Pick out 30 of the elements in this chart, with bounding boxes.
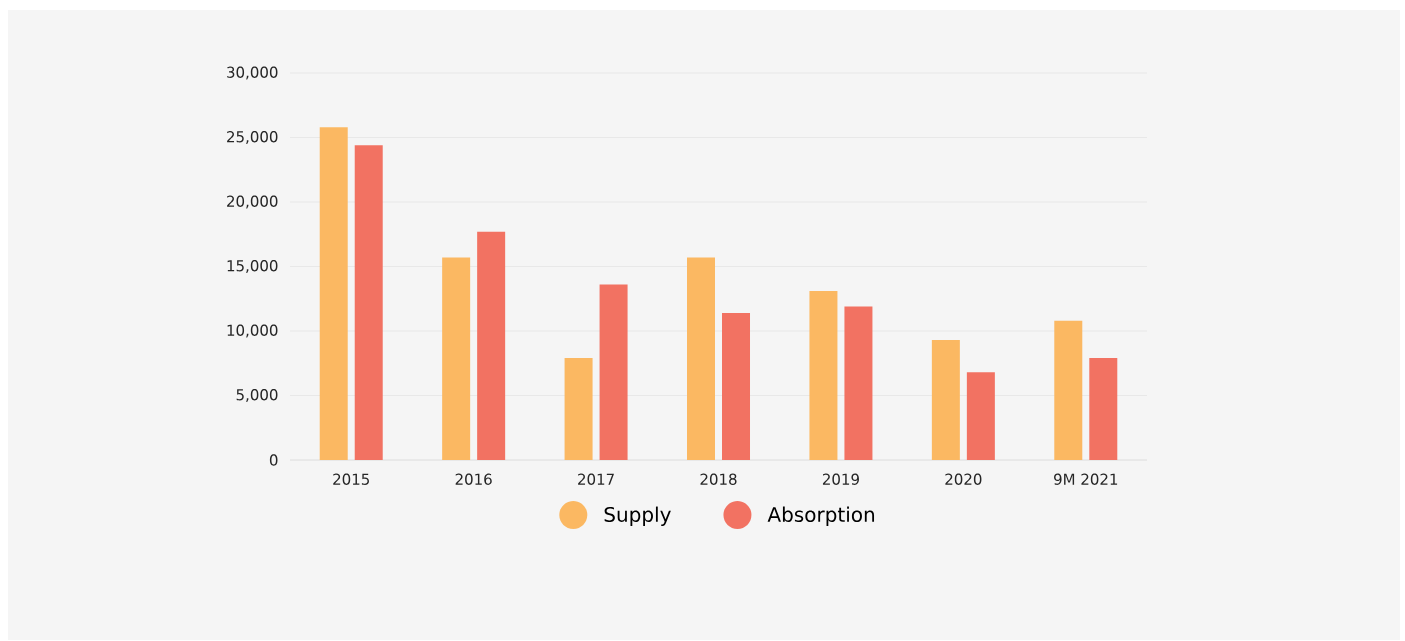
bar <box>564 358 593 460</box>
legend-label: Absorption <box>767 506 875 526</box>
bar <box>722 312 751 460</box>
bar <box>966 372 995 460</box>
x-tick-label: 2018 <box>700 473 737 485</box>
y-tick-label: 0 <box>269 454 278 466</box>
y-tick-label: 30,000 <box>227 66 278 80</box>
bar <box>1089 358 1118 460</box>
x-tick-label: 9M 2021 <box>1054 473 1118 485</box>
y-tick-label: 10,000 <box>227 324 278 338</box>
x-tick-label: 2016 <box>455 473 492 485</box>
x-tick-label: 2020 <box>945 473 982 485</box>
bar <box>354 145 383 460</box>
x-tick-label: 2015 <box>333 473 369 485</box>
bar <box>687 257 715 460</box>
x-tick-label: 2017 <box>578 473 614 485</box>
x-tick-label: 2019 <box>822 473 859 485</box>
y-tick-label: 25,000 <box>227 131 278 144</box>
bar <box>1054 320 1083 460</box>
bar <box>809 291 838 460</box>
bar <box>477 231 506 460</box>
y-tick-label: 20,000 <box>227 195 278 209</box>
bar <box>319 127 348 460</box>
y-tick-label: 5,000 <box>236 389 278 402</box>
bar <box>442 257 471 460</box>
y-tick-label: 15,000 <box>227 260 278 273</box>
bar <box>599 284 628 460</box>
bar <box>931 340 960 460</box>
legend-label: Supply <box>604 506 671 526</box>
bar <box>844 306 873 460</box>
